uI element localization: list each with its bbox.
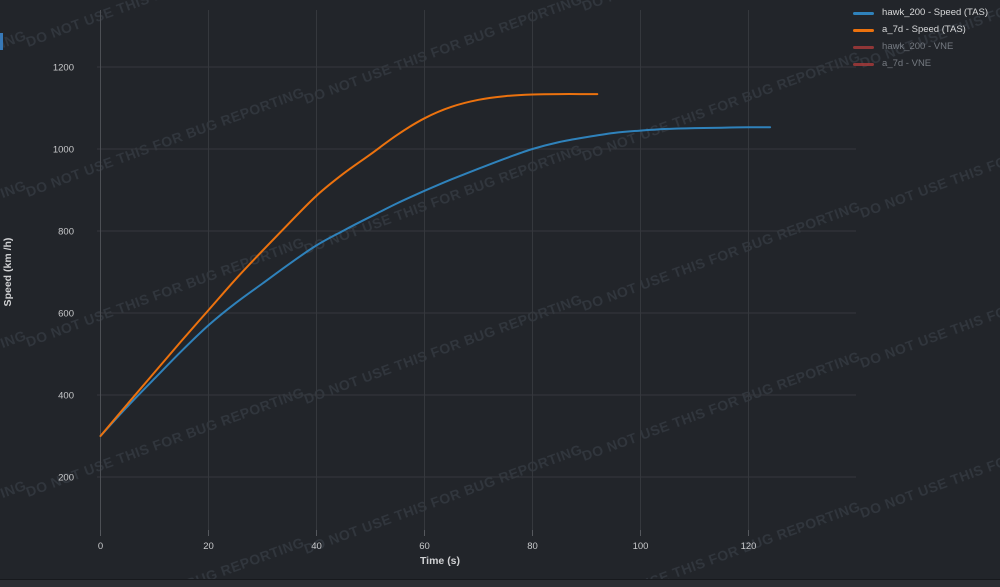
x-tick-label: 120 (741, 541, 757, 552)
y-tick-label: 600 (58, 309, 74, 320)
left-edge-accent-bar[interactable] (0, 33, 3, 50)
x-tick-label: 80 (527, 541, 538, 552)
x-axis-title: Time (s) (419, 555, 461, 567)
legend-line-swatch (853, 11, 875, 15)
legend-item[interactable]: a_7d - Speed (TAS) (853, 23, 988, 37)
y-tick-label: 200 (58, 473, 74, 484)
x-tick-label: 60 (419, 541, 430, 552)
legend-line-swatch (853, 28, 875, 32)
y-tick-label: 1200 (53, 63, 74, 74)
y-axis-title: Speed (km /h) (2, 237, 14, 307)
series-line-hawk_200 (99, 126, 772, 437)
x-tick-label: 40 (311, 541, 322, 552)
y-tick-label: 1000 (53, 145, 74, 156)
legend-label: a_7d - Speed (TAS) (882, 24, 966, 35)
legend-label: hawk_200 - VNE (882, 41, 954, 52)
x-tick-label: 100 (633, 541, 649, 552)
series-line-a_7d (99, 93, 599, 437)
legend-line-swatch (853, 62, 875, 66)
bottom-bar (0, 579, 1000, 587)
y-tick-label: 800 (58, 227, 74, 238)
y-tick-label: 400 (58, 391, 74, 402)
x-tick-label: 0 (98, 541, 103, 552)
legend-item[interactable]: hawk_200 - Speed (TAS) (853, 6, 988, 20)
legend-label: hawk_200 - Speed (TAS) (882, 7, 988, 18)
legend-line-swatch (853, 45, 875, 49)
legend-item[interactable]: a_7d - VNE (853, 57, 988, 71)
legend: hawk_200 - Speed (TAS) a_7d - Speed (TAS)… (853, 6, 988, 71)
legend-item[interactable]: hawk_200 - VNE (853, 40, 988, 54)
x-tick-label: 20 (203, 541, 214, 552)
legend-label: a_7d - VNE (882, 58, 932, 69)
